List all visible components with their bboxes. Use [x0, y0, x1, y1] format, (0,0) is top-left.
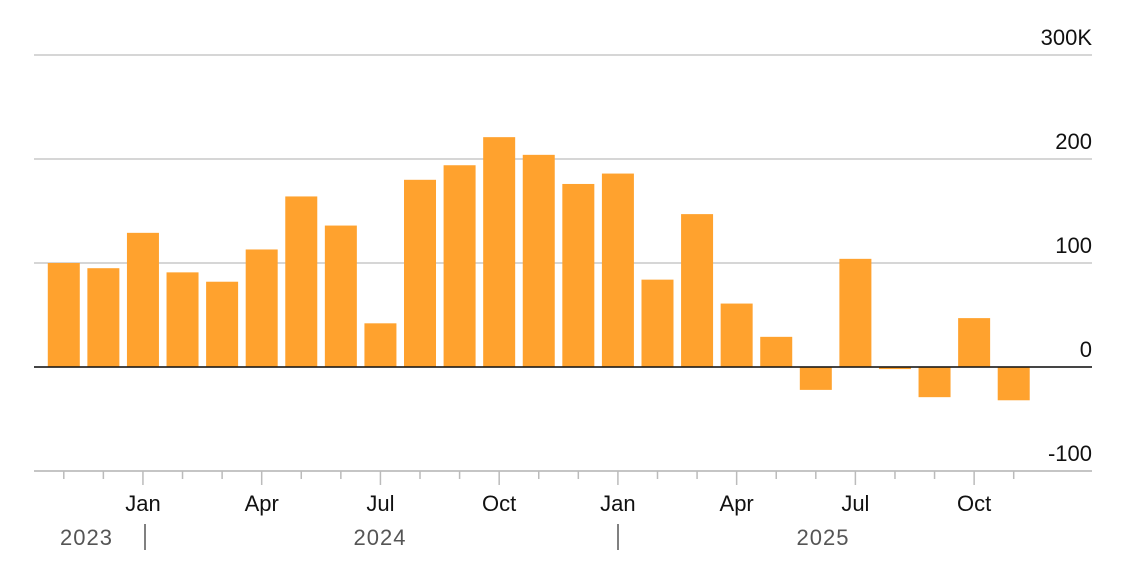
bar: [404, 179, 437, 367]
bar: [997, 367, 1030, 401]
bar: [483, 137, 516, 367]
bar: [681, 214, 714, 367]
bar: [364, 323, 397, 367]
bar: [839, 258, 872, 367]
x-tick-label: Oct: [957, 491, 991, 516]
x-tick-label: Jan: [600, 491, 635, 516]
y-tick-label: 0: [1080, 337, 1092, 362]
y-tick-label: 100: [1055, 233, 1092, 258]
bar: [720, 303, 753, 367]
bar: [562, 183, 595, 367]
bar: [878, 367, 911, 370]
x-tick-label: Jul: [366, 491, 394, 516]
bar: [47, 263, 80, 367]
year-label: 2025: [797, 525, 850, 550]
x-tick-label: Jan: [125, 491, 160, 516]
bar: [522, 154, 555, 367]
year-label: 2024: [354, 525, 407, 550]
year-label: 2023: [60, 525, 113, 550]
y-tick-label: 300K: [1041, 25, 1093, 50]
bar: [958, 318, 991, 367]
y-tick-label: 200: [1055, 129, 1092, 154]
x-tick-label: Jul: [841, 491, 869, 516]
bar: [760, 336, 793, 367]
bar: [918, 367, 951, 398]
bar: [601, 173, 634, 367]
bar: [799, 367, 832, 390]
bar: [126, 232, 159, 367]
bar: [443, 165, 476, 367]
bar: [206, 281, 239, 367]
bar: [285, 196, 318, 367]
bar: [641, 279, 674, 367]
bar: [87, 268, 120, 367]
bar: [166, 272, 199, 367]
bar: [324, 225, 357, 367]
x-tick-label: Apr: [720, 491, 754, 516]
x-tick-label: Apr: [245, 491, 279, 516]
bar: [245, 249, 278, 367]
y-tick-label: -100: [1048, 441, 1092, 466]
x-tick-label: Oct: [482, 491, 516, 516]
